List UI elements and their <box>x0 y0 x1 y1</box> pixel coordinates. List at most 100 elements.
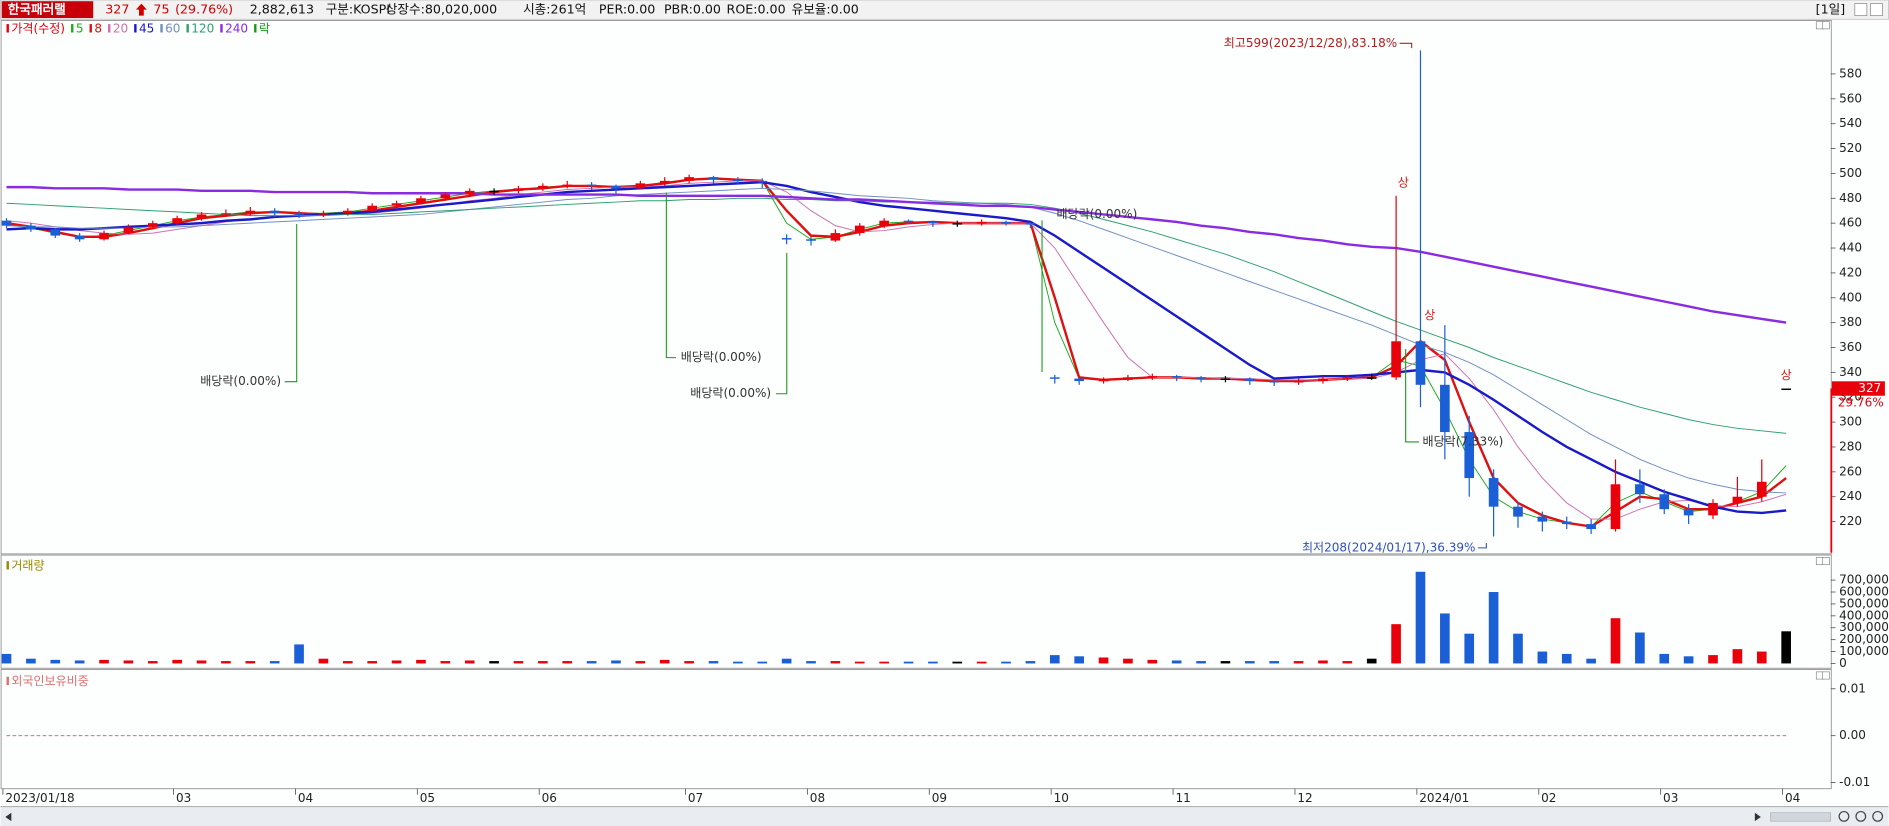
candle-body <box>1488 478 1499 507</box>
y-tick-label: 500,000 <box>1839 596 1889 610</box>
zoom-in[interactable] <box>1855 810 1867 822</box>
pane-button[interactable] <box>1821 21 1830 30</box>
volume-bar <box>1 653 12 664</box>
roe: ROE:0.00 <box>727 2 786 17</box>
volume-bar <box>1245 661 1255 664</box>
y-tick-label: 580 <box>1839 66 1862 80</box>
header-button[interactable] <box>1870 3 1883 17</box>
legend-label: 5 <box>76 21 84 35</box>
x-tick-label: 07 <box>688 791 703 805</box>
candle-body <box>562 184 573 187</box>
x-tick-label: 06 <box>542 791 557 805</box>
period-button[interactable]: [1일] <box>1816 2 1846 17</box>
annotation-line <box>1405 349 1419 443</box>
candle-body <box>928 221 938 224</box>
scroll-right[interactable] <box>1754 812 1761 822</box>
candle-body <box>343 210 353 214</box>
candle-body <box>1342 377 1353 379</box>
candle-body <box>976 221 987 224</box>
volume-bar <box>781 658 792 664</box>
legend-swatch <box>134 24 137 33</box>
candle-body <box>1171 376 1182 378</box>
volume-bar <box>1196 661 1206 664</box>
candle-body <box>1001 221 1011 224</box>
candle-body <box>708 177 719 180</box>
candle-body <box>611 185 621 189</box>
volume-bar <box>1293 661 1304 664</box>
volume-bar <box>1098 657 1109 664</box>
volume-bar <box>854 661 865 664</box>
volume-bar <box>513 661 524 664</box>
volume-bar <box>562 661 573 664</box>
legend-swatch <box>254 24 257 33</box>
y-tick-label: 540 <box>1839 116 1862 130</box>
candle-body <box>830 233 841 241</box>
scroll-thumb[interactable] <box>1770 812 1832 822</box>
volume-bar <box>1756 651 1767 664</box>
candle-body <box>1025 223 1036 225</box>
annotation: 상 <box>1398 176 1409 190</box>
candle-body <box>1366 377 1377 379</box>
candle-body <box>659 180 670 184</box>
volume-bar <box>1781 631 1791 664</box>
volume-bar <box>245 661 256 664</box>
volume-bar <box>659 659 670 664</box>
market: 구분:KOSPI <box>326 2 390 17</box>
volume-bar <box>903 661 914 664</box>
volume-bar <box>1488 592 1499 664</box>
candle-body <box>1415 341 1426 385</box>
zoom-out[interactable] <box>1838 810 1850 822</box>
legend-swatch <box>160 24 163 33</box>
y-tick-label: 380 <box>1839 315 1862 329</box>
y-tick-label: 100,000 <box>1839 644 1889 658</box>
pane-label: 거래량 <box>11 558 44 572</box>
volume: 2,882,613 <box>250 2 314 17</box>
candle-body <box>952 223 963 225</box>
volume-bar <box>221 661 231 664</box>
candle-body <box>1049 377 1060 379</box>
y-tick-label: -0.01 <box>1839 775 1870 789</box>
annotation: 배당락(0.00%) <box>200 374 281 388</box>
volume-bar <box>50 659 61 664</box>
volume-bar <box>635 661 646 664</box>
legend-swatch <box>108 24 111 33</box>
scroll-left[interactable] <box>5 812 12 822</box>
candle-body <box>489 190 499 193</box>
shares: 상장수:80,020,000 <box>386 2 497 17</box>
up-arrow <box>135 3 147 16</box>
volume-bar <box>74 660 85 664</box>
volume-bar <box>1147 659 1158 664</box>
annotation-line <box>1477 543 1487 549</box>
y-tick-label: 600,000 <box>1839 585 1889 599</box>
candle-body <box>464 190 475 195</box>
candle-body <box>513 188 524 191</box>
volume-bar <box>1415 571 1426 664</box>
annotation: 배당락(7.33%) <box>1423 434 1504 448</box>
legend-label: 20 <box>113 21 128 35</box>
candle-body <box>416 198 426 204</box>
stock-name: 한국패러랠 <box>8 2 66 17</box>
zoom-reset[interactable] <box>1872 810 1884 822</box>
candle-body <box>1561 521 1572 525</box>
candle-body <box>318 213 329 215</box>
volume-bar <box>976 661 987 664</box>
scrollbar[interactable] <box>0 807 1889 826</box>
candle-body <box>1196 377 1206 379</box>
pane-button[interactable] <box>1821 557 1830 566</box>
y-tick-label: 0.00 <box>1839 728 1866 742</box>
candle-body <box>781 238 792 240</box>
price-change-pct: (29.76%) <box>175 2 233 17</box>
header-button[interactable] <box>1854 3 1868 17</box>
volume-bar <box>1391 624 1401 664</box>
annotation: 상 <box>1424 308 1435 322</box>
current-change-label: 29.76% <box>1838 395 1884 409</box>
pane-button[interactable] <box>1821 671 1830 680</box>
candle-body <box>879 220 889 226</box>
candle-body <box>1440 384 1450 433</box>
candle-body <box>1391 341 1401 378</box>
stock-name-box <box>1 1 94 19</box>
y-tick-label: 400 <box>1839 290 1862 304</box>
y-tick-label: 460 <box>1839 216 1862 230</box>
volume-bar <box>1610 618 1621 664</box>
volume-bar <box>1342 661 1353 664</box>
